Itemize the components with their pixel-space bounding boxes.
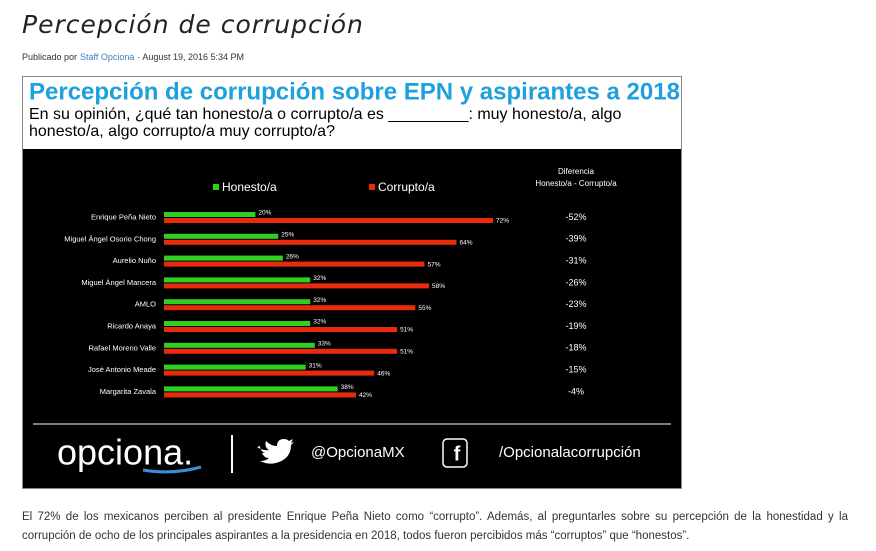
chart-image: Percepción de corrupción sobre EPN y asp… [22,76,682,489]
bar [164,342,315,348]
bar [164,239,457,245]
bar [164,321,311,326]
value-label: 72% [496,218,509,225]
difference-label: -39% [565,234,586,244]
difference-label: -15% [565,364,586,374]
difference-label: -31% [565,255,586,265]
value-label: 32% [313,297,326,304]
legend-label: Corrupto/a [378,180,435,194]
byline: Publicado por Staff Opciona · August 19, 2… [22,52,244,62]
category-label: Margarita Zavala [100,387,157,396]
difference-header: Diferencia [558,167,595,176]
value-label: 38% [341,384,354,391]
twitter-handle: @OpcionaMX [311,444,405,461]
bar [164,283,430,289]
category-label: Rafael Moreno Valle [89,343,156,352]
difference-label: -26% [565,277,586,287]
bar [164,299,311,305]
difference-label: -52% [565,212,586,222]
body-paragraph: El 72% de los mexicanos perciben al pres… [22,511,848,542]
logo-underline [142,465,202,474]
question-line: honesto/a, algo corrupto/a muy corrupto/… [29,123,335,140]
value-label: 20% [258,210,271,217]
value-label: 33% [318,341,331,348]
bar [164,364,306,370]
bar [164,305,416,311]
bar [164,370,375,376]
chart-background [23,149,681,488]
difference-label: -19% [565,321,586,331]
difference-header: Honesto/a - Corrupto/a [535,179,617,188]
value-label: 31% [309,362,322,369]
byline-date: · August 19, 2016 5:34 PM [137,52,244,62]
value-label: 42% [359,392,372,399]
difference-label: -23% [565,299,586,309]
difference-label: -4% [568,386,584,396]
bar [164,277,311,283]
twitter-icon [257,439,294,464]
facebook-handle: /Opcionalacorrupción [499,444,641,461]
legend-label: Honesto/a [222,180,277,194]
chart: Percepción de corrupción sobre EPN y asp… [23,78,681,488]
value-label: 57% [427,261,440,268]
byline-prefix: Publicado por [22,52,78,62]
post-title: Percepción de corrupción [22,10,364,39]
legend-swatch [369,184,375,190]
value-label: 26% [286,253,299,260]
value-label: 58% [432,283,445,290]
bar [164,255,283,261]
bar [164,218,494,223]
value-label: 51% [400,327,413,334]
category-label: Miguel Ángel Mancera [81,278,156,287]
legend-swatch [213,184,219,190]
value-label: 25% [281,232,294,239]
value-label: 55% [418,305,431,312]
bar [164,348,398,354]
bar [164,233,279,239]
value-label: 32% [313,319,326,326]
chart-title: Percepción de corrupción sobre EPN y asp… [29,78,680,105]
difference-label: -18% [565,343,586,353]
category-label: Ricardo Anaya [107,321,157,330]
category-label: AMLO [135,300,156,309]
author-link[interactable]: Staff Opciona [80,52,135,62]
bar [164,392,356,398]
question-line: En su opinión, ¿qué tan honesto/a o corr… [29,106,622,123]
value-label: 51% [400,349,413,356]
value-label: 32% [313,275,326,282]
bar [164,327,398,332]
value-label: 64% [459,240,472,247]
logo: opciona. [57,432,193,473]
facebook-icon [442,438,468,468]
category-label: Enrique Peña Nieto [91,212,156,221]
bar [164,386,338,392]
bar [164,261,425,267]
category-label: José Antonio Meade [88,365,156,374]
value-label: 46% [377,370,390,377]
category-label: Miguel Ángel Osorio Chong [64,234,156,243]
category-label: Aurelio Nuño [113,256,156,265]
bar [164,212,256,217]
facebook-glyph: f [454,443,461,465]
